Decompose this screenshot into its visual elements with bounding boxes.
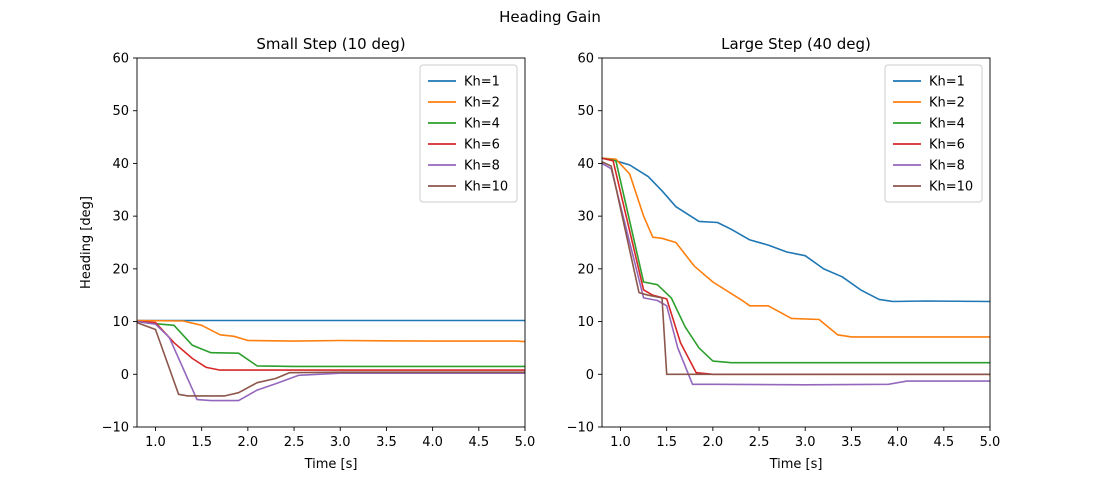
- right-x-tick-label: 4.5: [933, 435, 954, 450]
- left-x-tick-label: 2.5: [284, 435, 305, 450]
- left-legend-box: [419, 64, 518, 203]
- right-series-line-kh1: [602, 157, 990, 303]
- right-series-lines: [602, 157, 990, 386]
- right-series-line-kh10: [602, 161, 990, 376]
- left-y-tick-label: 50: [112, 104, 129, 119]
- right-x-axis-label: Time [s]: [769, 457, 823, 472]
- left-y-tick-label: 10: [112, 315, 129, 330]
- left-x-axis-label: Time [s]: [304, 457, 358, 472]
- right-legend-label: Kh=8: [929, 159, 965, 174]
- right-x-tick-label: 3.0: [795, 435, 816, 450]
- left-x-tick-label: 3.5: [376, 435, 397, 450]
- left-x-tick-label: 1.5: [191, 435, 212, 450]
- left-y-tick-label: 20: [112, 262, 129, 277]
- right-y-tick-label: 50: [577, 104, 594, 119]
- left-y-tick-label: 40: [112, 157, 129, 172]
- right-x-tick-label: 2.5: [749, 435, 770, 450]
- right-legend-box: [884, 64, 983, 203]
- right-y-tick-label: 40: [577, 157, 594, 172]
- left-series-lines: [137, 319, 525, 402]
- left-legend-label: Kh=4: [464, 117, 500, 132]
- right-series-line-kh8: [602, 162, 990, 386]
- right-series-line-kh4: [602, 157, 990, 364]
- right-legend-label: Kh=2: [929, 96, 965, 111]
- left-chart-title: Small Step (10 deg): [256, 35, 405, 53]
- right-y-tick-label: 10: [577, 315, 594, 330]
- left-y-tick-label: 30: [112, 210, 129, 225]
- left-legend: Kh=1 Kh=2 Kh=4 Kh=6 Kh=8 Kh=10: [419, 64, 518, 203]
- left-legend-label: Kh=8: [464, 159, 500, 174]
- right-legend-label: Kh=4: [929, 117, 965, 132]
- left-y-axis-label: Heading [deg]: [79, 196, 94, 289]
- right-x-tick-label: 4.0: [887, 435, 908, 450]
- right-x-tick-label: 5.0: [980, 435, 1001, 450]
- left-series-line-kh10: [137, 321, 525, 397]
- left-x-tick-label: 2.0: [238, 435, 259, 450]
- left-x-tick-label: 3.0: [330, 435, 351, 450]
- right-x-tick-label: 1.5: [656, 435, 677, 450]
- right-legend-label: Kh=10: [929, 180, 973, 195]
- right-y-tick-label: 30: [577, 210, 594, 225]
- right-legend: Kh=1 Kh=2 Kh=4 Kh=6 Kh=8 Kh=10: [884, 64, 983, 203]
- left-legend-label: Kh=1: [464, 75, 500, 90]
- left-x-tick-label: 4.0: [422, 435, 443, 450]
- left-y-tick-label: 60: [112, 52, 129, 67]
- left-x-tick-label: 5.0: [515, 435, 536, 450]
- left-axes-frame: [136, 57, 526, 428]
- right-y-tick-label: −10: [567, 421, 594, 436]
- left-x-tick-label: 1.0: [145, 435, 166, 450]
- left-legend-label: Kh=6: [464, 138, 500, 153]
- left-chart-panel: Small Step (10 deg) 1.0 1.5 2.0 2.5 3.0 3.5 4.0…: [79, 35, 535, 472]
- left-legend-label: Kh=10: [464, 180, 508, 195]
- left-x-tick-label: 4.5: [468, 435, 489, 450]
- right-x-tick-label: 3.5: [841, 435, 862, 450]
- right-y-tick-label: 0: [586, 368, 594, 383]
- right-y-tick-label: 60: [577, 52, 594, 67]
- left-series-line-kh4: [137, 320, 525, 368]
- right-legend-label: Kh=6: [929, 138, 965, 153]
- right-axes-frame: [601, 57, 991, 428]
- left-series-line-kh2: [137, 319, 525, 343]
- right-x-tick-label: 1.0: [610, 435, 631, 450]
- left-legend-label: Kh=2: [464, 96, 500, 111]
- figure-title: Heading Gain: [499, 8, 601, 26]
- right-chart-title: Large Step (40 deg): [721, 35, 871, 53]
- right-series-line-kh2: [602, 157, 990, 338]
- left-y-tick-label: −10: [102, 421, 129, 436]
- left-y-tick-label: 0: [121, 368, 129, 383]
- right-x-tick-label: 2.0: [703, 435, 724, 450]
- left-series-line-kh8: [137, 320, 525, 402]
- right-legend-label: Kh=1: [929, 75, 965, 90]
- right-y-tick-label: 20: [577, 262, 594, 277]
- right-chart-panel: Large Step (40 deg) 1.0 1.5 2.0 2.5 3.0 3.5 4.0…: [567, 35, 1001, 472]
